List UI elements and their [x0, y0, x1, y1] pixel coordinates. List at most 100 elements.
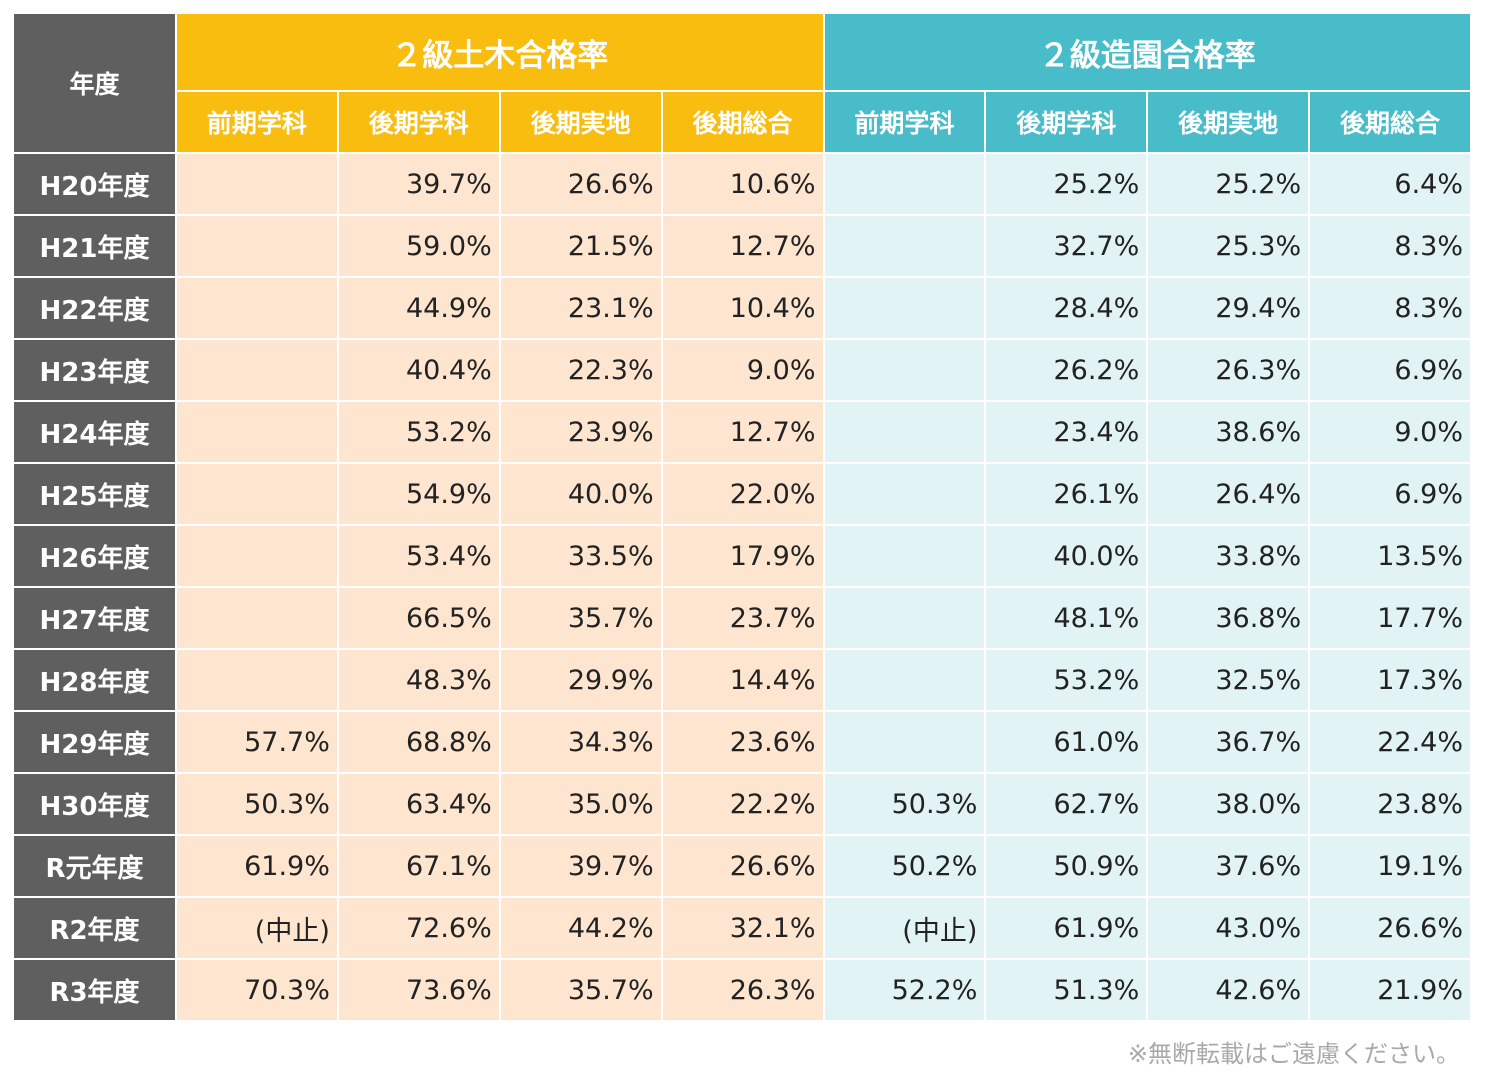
civil-rate-cell: 14.4% [660, 648, 825, 712]
civil-rate-cell: 70.3% [175, 958, 339, 1022]
year-cell: H26年度 [12, 524, 177, 588]
landscape-rate-cell: 29.4% [1146, 276, 1311, 340]
landscape-rate-cell: 40.0% [984, 524, 1149, 588]
year-cell: R3年度 [12, 958, 177, 1022]
civil-rate-cell: 73.6% [336, 958, 501, 1022]
landscape-rate-cell: 61.0% [984, 710, 1149, 774]
year-cell: H25年度 [12, 462, 177, 526]
landscape-rate-cell: 6.4% [1308, 152, 1472, 216]
landscape-rate-cell: 26.2% [984, 338, 1149, 402]
civil-rate-cell [175, 276, 339, 340]
civil-group-header: ２級土木合格率 [175, 12, 825, 92]
civil-rate-cell [175, 586, 339, 650]
year-cell: H24年度 [12, 400, 177, 464]
landscape-rate-cell [822, 524, 987, 588]
landscape-rate-cell [822, 586, 987, 650]
landscape-rate-cell: 62.7% [984, 772, 1149, 836]
landscape-rate-cell: 25.2% [984, 152, 1149, 216]
year-cell: H30年度 [12, 772, 177, 836]
civil-rate-cell: 26.3% [660, 958, 825, 1022]
landscape-rate-cell: 38.0% [1146, 772, 1311, 836]
landscape-rate-cell: 36.7% [1146, 710, 1311, 774]
table-row: R3年度 70.3% 73.6% 35.7% 26.3% 52.2% 51.3% 42.6% 2… [12, 958, 1472, 1022]
civil-col-header: 後期総合 [660, 90, 825, 154]
table-row: H30年度 50.3% 63.4% 35.0% 22.2% 50.3% 62.7% 38.0%… [12, 772, 1472, 836]
civil-rate-cell: 44.2% [498, 896, 663, 960]
civil-rate-cell: 33.5% [498, 524, 663, 588]
civil-rate-cell: 35.7% [498, 958, 663, 1022]
landscape-rate-cell: 37.6% [1146, 834, 1311, 898]
civil-rate-cell [175, 152, 339, 216]
landscape-rate-cell: 50.2% [822, 834, 987, 898]
year-cell: H22年度 [12, 276, 177, 340]
landscape-rate-cell: 42.6% [1146, 958, 1311, 1022]
civil-rate-cell: 63.4% [336, 772, 501, 836]
civil-rate-cell: 23.7% [660, 586, 825, 650]
civil-rate-cell: 10.4% [660, 276, 825, 340]
landscape-rate-cell: 9.0% [1308, 400, 1472, 464]
civil-rate-cell: 68.8% [336, 710, 501, 774]
landscape-rate-cell: 50.3% [822, 772, 987, 836]
table-row: R元年度 61.9% 67.1% 39.7% 26.6% 50.2% 50.9% 37.6% 1… [12, 834, 1472, 898]
landscape-rate-cell: 32.5% [1146, 648, 1311, 712]
landscape-rate-cell: 51.3% [984, 958, 1149, 1022]
landscape-rate-cell: 19.1% [1308, 834, 1472, 898]
landscape-rate-cell: 61.9% [984, 896, 1149, 960]
landscape-rate-cell: 26.4% [1146, 462, 1311, 526]
landscape-rate-cell: 43.0% [1146, 896, 1311, 960]
table-row: R2年度 (中止) 72.6% 44.2% 32.1% (中止) 61.9% 43.0% 26.… [12, 896, 1472, 960]
landscape-rate-cell: 33.8% [1146, 524, 1311, 588]
civil-rate-cell: 29.9% [498, 648, 663, 712]
no-reprint-footnote: ※無断転載はご遠慮ください。 [1127, 1040, 1460, 1068]
civil-rate-cell: 22.2% [660, 772, 825, 836]
table-row: H25年度 54.9% 40.0% 22.0% 26.1% 26.4% 6.9% [12, 462, 1472, 526]
landscape-rate-cell: 17.3% [1308, 648, 1472, 712]
civil-rate-cell: 44.9% [336, 276, 501, 340]
civil-rate-cell: 21.5% [498, 214, 663, 278]
landscape-rate-cell: 8.3% [1308, 276, 1472, 340]
civil-rate-cell: 57.7% [175, 710, 339, 774]
landscape-rate-cell: 22.4% [1308, 710, 1472, 774]
year-cell: H29年度 [12, 710, 177, 774]
landscape-rate-cell: 8.3% [1308, 214, 1472, 278]
landscape-rate-cell: 52.2% [822, 958, 987, 1022]
civil-rate-cell: 39.7% [336, 152, 501, 216]
year-cell: H20年度 [12, 152, 177, 216]
year-column-header: 年度 [12, 12, 177, 154]
landscape-rate-cell: 6.9% [1308, 338, 1472, 402]
landscape-rate-cell [822, 338, 987, 402]
landscape-rate-cell [822, 648, 987, 712]
civil-rate-cell: 67.1% [336, 834, 501, 898]
civil-rate-cell: 12.7% [660, 214, 825, 278]
civil-rate-cell: 48.3% [336, 648, 501, 712]
civil-rate-cell: 40.4% [336, 338, 501, 402]
landscape-col-header: 後期学科 [984, 90, 1149, 154]
civil-rate-cell: 72.6% [336, 896, 501, 960]
civil-rate-cell: 23.1% [498, 276, 663, 340]
table-row: H22年度 44.9% 23.1% 10.4% 28.4% 29.4% 8.3% [12, 276, 1472, 340]
landscape-rate-cell: 25.3% [1146, 214, 1311, 278]
civil-rate-cell [175, 214, 339, 278]
landscape-rate-cell: 23.4% [984, 400, 1149, 464]
civil-rate-cell [175, 524, 339, 588]
civil-rate-cell: 32.1% [660, 896, 825, 960]
civil-rate-cell: 22.0% [660, 462, 825, 526]
landscape-group-header: ２級造園合格率 [822, 12, 1472, 92]
year-cell: H23年度 [12, 338, 177, 402]
civil-rate-cell: 54.9% [336, 462, 501, 526]
civil-rate-cell: 50.3% [175, 772, 339, 836]
landscape-rate-cell: 6.9% [1308, 462, 1472, 526]
civil-rate-cell: 53.2% [336, 400, 501, 464]
landscape-rate-cell: 26.6% [1308, 896, 1472, 960]
civil-rate-cell: 39.7% [498, 834, 663, 898]
landscape-rate-cell: 50.9% [984, 834, 1149, 898]
table-row: H23年度 40.4% 22.3% 9.0% 26.2% 26.3% 6.9% [12, 338, 1472, 402]
year-cell: H21年度 [12, 214, 177, 278]
civil-rate-cell: 23.9% [498, 400, 663, 464]
civil-rate-cell: 10.6% [660, 152, 825, 216]
landscape-rate-cell: (中止) [822, 896, 987, 960]
table-row: H20年度 39.7% 26.6% 10.6% 25.2% 25.2% 6.4% [12, 152, 1472, 216]
table-row: H27年度 66.5% 35.7% 23.7% 48.1% 36.8% 17.7% [12, 586, 1472, 650]
civil-rate-cell [175, 338, 339, 402]
landscape-rate-cell [822, 152, 987, 216]
